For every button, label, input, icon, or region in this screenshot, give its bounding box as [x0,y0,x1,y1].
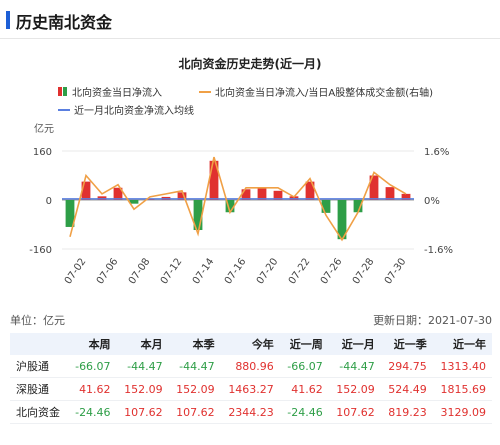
table-cell: -66.07 [67,355,117,378]
section-header: 历史南北资金 [0,0,500,40]
table-row: 北向资金 -24.46 107.62 107.62 2344.23 -24.46 107.6… [10,400,492,424]
row-label: 深股通 [10,377,68,401]
y-left-tick-label: -160 [29,245,52,256]
section-title: 历史南北资金 [16,13,113,32]
net-inflow-bar [273,190,283,200]
table-cell: 1463.27 [220,377,280,401]
net-inflow-bar [241,189,251,200]
net-inflow-bar [321,200,331,213]
y-left-tick-label: 0 [46,196,52,207]
y-left-tick-label: 160 [33,147,52,158]
legend-label-avg: 近一月北向资金净流入均线 [74,104,194,117]
net-inflow-bar [337,200,347,240]
legend-label-ratio: 北向资金当日净流入/当日A股整体成交金额(右轴) [215,86,433,99]
table-cell: 41.62 [279,377,329,401]
legend-swatch-pos [58,87,62,96]
x-tick-label: 07-22 [287,256,313,286]
net-inflow-bar [385,187,395,200]
updated-date: 更新日期：2021-07-30 [373,314,492,327]
net-inflow-bar [81,181,91,200]
header-divider [0,38,500,39]
x-tick-label: 07-06 [95,256,121,286]
table-cell: -44.47 [116,355,169,378]
table-meta: 单位：亿元 更新日期：2021-07-30 [10,312,492,330]
table-header-row: 本周 本月 本季 今年 近一周 近一月 近一季 近一年 [10,333,492,355]
legend-label-net-inflow: 北向资金当日净流入 [72,86,162,99]
x-tick-label: 07-30 [383,256,409,286]
row-label: 北向资金 [10,400,68,424]
column-header: 本月 [116,333,169,355]
ratio-line [69,156,407,242]
x-tick-label: 07-02 [63,256,89,286]
chart-bars [65,160,411,240]
table-cell: 880.96 [220,355,280,378]
table-cell: -24.46 [67,400,117,424]
flow-table: 本周 本月 本季 今年 近一周 近一月 近一季 近一年 沪股通 -66.07 -44.47 -44.… [10,333,492,424]
net-inflow-bar [225,200,235,213]
x-tick-label: 07-16 [223,256,249,286]
table-cell: 107.62 [168,400,221,424]
column-header: 本季 [168,333,221,355]
table-cell: 2344.23 [220,400,280,424]
unit-label: 单位：亿元 [10,314,65,327]
net-inflow-bar [257,188,267,200]
x-tick-label: 07-20 [255,256,281,286]
net-inflow-bar [193,200,203,231]
table-cell: 3129.09 [432,400,492,424]
net-inflow-bar [65,200,75,227]
table-cell: 524.49 [380,377,433,401]
column-header: 今年 [220,333,280,355]
table-row: 深股通 41.62 152.09 152.09 1463.27 41.62 152.09 52… [10,377,492,401]
net-inflow-bar [353,200,363,213]
column-header: 近一周 [279,333,329,355]
column-header: 近一季 [380,333,433,355]
x-tick-label: 07-14 [191,256,217,286]
chart-legend: 北向资金当日净流入 北向资金当日净流入/当日A股整体成交金额(右轴) 近一月北向资金… [58,86,433,117]
net-inflow-bar [369,175,379,200]
chart-title: 北向资金历史走势(近一月) [179,56,322,71]
y-right-tick-label: -1.6% [424,245,453,256]
table-cell: 819.23 [380,400,433,424]
column-header: 本周 [67,333,117,355]
row-label: 沪股通 [10,355,68,378]
table-cell: 294.75 [380,355,433,378]
table-cell: -24.46 [279,400,329,424]
table-cell: 1313.40 [432,355,492,378]
x-tick-label: 07-08 [127,256,153,286]
net-inflow-bar [113,187,123,200]
table-cell: 152.09 [328,377,381,401]
table-cell: 41.62 [67,377,117,401]
legend-swatch-neg [63,87,67,96]
net-inflow-bar [305,181,315,200]
table-cell: 107.62 [116,400,169,424]
table-cell: -44.47 [168,355,221,378]
table-cell: 1815.69 [432,377,492,401]
net-inflow-bar [129,200,139,204]
net-inflow-bar [177,192,187,200]
y-right-tick-label: 1.6% [424,147,449,158]
table-cell: 152.09 [116,377,169,401]
x-tick-label: 07-28 [351,256,377,286]
table-row: 沪股通 -66.07 -44.47 -44.47 880.96 -66.07 -44.47 2… [10,355,492,378]
y-left-unit: 亿元 [34,122,54,135]
y-right-tick-label: 0% [424,196,440,207]
net-inflow-bar [209,160,219,200]
table-cell: -66.07 [279,355,329,378]
net-inflow-bar [401,193,411,200]
table-body: 沪股通 -66.07 -44.47 -44.47 880.96 -66.07 -44.47 2… [10,355,492,424]
table-cell: -44.47 [328,355,381,378]
header-accent-bar [6,11,10,29]
chart-svg: 北向资金历史走势(近一月) 北向资金当日净流入 北向资金当日净流入/当日A股整体成… [29,56,453,287]
table-cell: 107.62 [328,400,381,424]
column-header: 近一月 [328,333,381,355]
table-cell: 152.09 [168,377,221,401]
table-corner-header [10,333,68,355]
x-tick-label: 07-26 [319,256,345,286]
northbound-chart: 北向资金历史走势(近一月) 北向资金当日净流入 北向资金当日净流入/当日A股整体成… [0,40,500,298]
chart-lines [62,156,414,242]
x-tick-label: 07-12 [159,256,185,286]
column-header: 近一年 [432,333,492,355]
